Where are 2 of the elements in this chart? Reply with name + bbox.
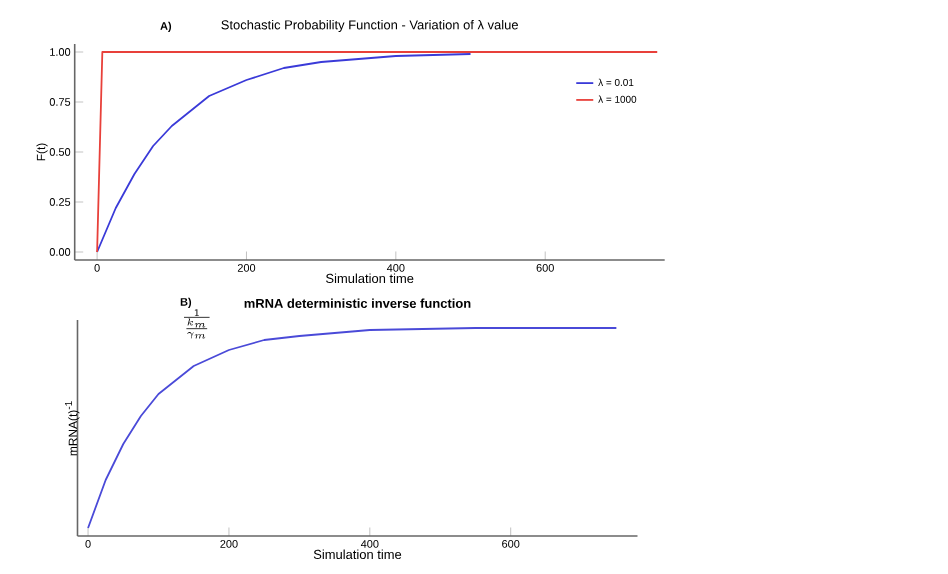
line-series [96,53,472,253]
annotation: $\frac{1}{\frac{k_m}{\gamma_m}}$ [184,309,210,339]
